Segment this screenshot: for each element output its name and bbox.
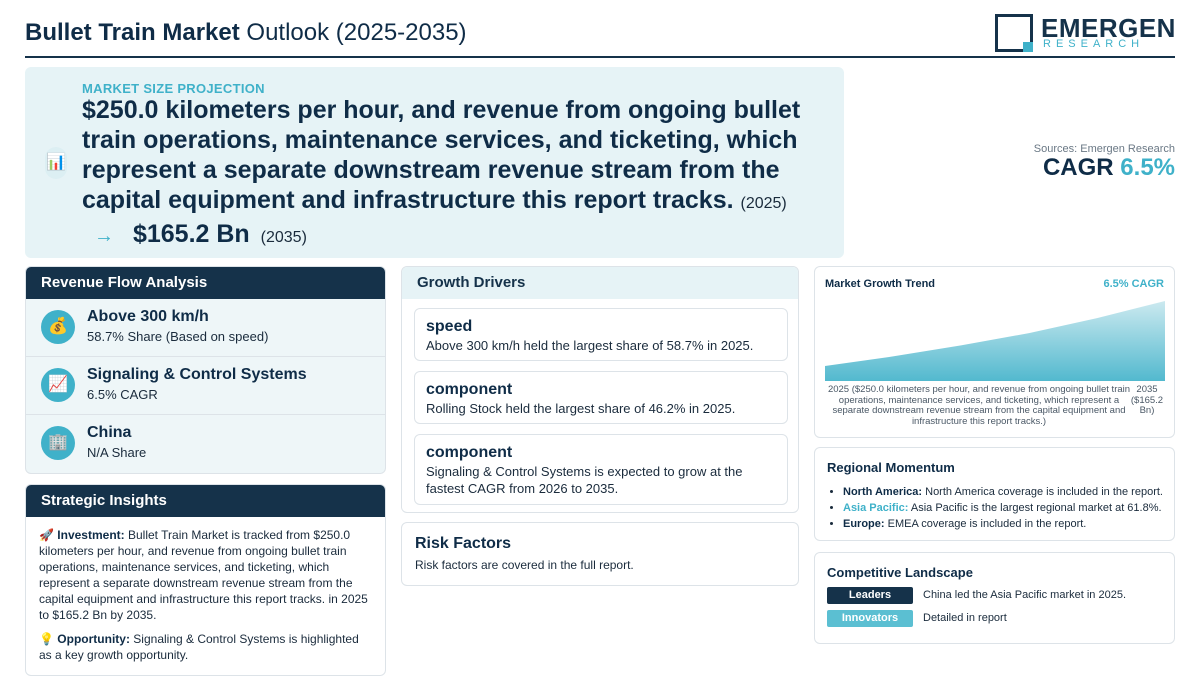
cagr-summary: CAGR 6.5%	[1043, 154, 1175, 182]
trend-end-label: 2035 ($165.2 Bn)	[1130, 384, 1164, 416]
market-size-panel: 📊 MARKET SIZE PROJECTION $250.0 kilomete…	[25, 67, 844, 258]
revenue-item-subtitle: 58.7% Share (Based on speed)	[87, 329, 269, 344]
driver-title: component	[426, 381, 513, 398]
driver-item: speed Above 300 km/h held the largest sh…	[414, 308, 788, 361]
competitive-landscape-card: Competitive Landscape Leaders China led …	[814, 552, 1175, 644]
innovators-text: Detailed in report	[923, 612, 1007, 624]
region-text: North America coverage is included in th…	[925, 486, 1163, 498]
end-year: (2035)	[260, 229, 307, 246]
title-rest: Outlook (2025-2035)	[246, 19, 467, 46]
lightbulb-icon: 💡	[39, 632, 54, 646]
region-text: EMEA coverage is included in the report.	[887, 518, 1087, 530]
revenue-item: 🏢 China N/A Share	[26, 415, 385, 473]
opportunity-text: Signaling & Control Systems is highlight…	[39, 632, 359, 662]
driver-item: component Rolling Stock held the largest…	[414, 371, 788, 424]
opportunity-label: Opportunity:	[57, 632, 130, 646]
revenue-item-subtitle: N/A Share	[87, 445, 147, 460]
region-item: Europe: EMEA coverage is included in the…	[843, 516, 1168, 532]
logo-mark-icon	[995, 14, 1033, 52]
revenue-flow-title: Revenue Flow Analysis	[26, 267, 385, 299]
region-list: North America: North America coverage is…	[843, 484, 1168, 532]
strategic-insights-card: Strategic Insights 🚀 Investment: Bullet …	[25, 484, 386, 676]
competitive-landscape-title: Competitive Landscape	[827, 565, 973, 580]
revenue-item-title: China	[87, 424, 132, 441]
region-name: North America:	[843, 486, 923, 498]
market-size-projection: $250.0 kilometers per hour, and revenue …	[82, 95, 834, 253]
growth-area-chart	[825, 301, 1165, 381]
page-header: Bullet Train Market Outlook (2025-2035) …	[25, 0, 1175, 58]
emergen-logo[interactable]: EMERGEN RESEARCH	[995, 13, 1175, 53]
regional-momentum-card: Regional Momentum North America: North A…	[814, 447, 1175, 541]
investment-label: Investment:	[57, 528, 125, 542]
driver-title: component	[426, 444, 513, 461]
logo-wordmark: EMERGEN	[1041, 13, 1176, 43]
leaders-text: China led the Asia Pacific market in 202…	[923, 589, 1127, 601]
driver-title: speed	[426, 318, 473, 335]
risk-factors-card: Risk Factors Risk factors are covered in…	[401, 522, 799, 586]
growth-drivers-card: Growth Drivers speed Above 300 km/h held…	[401, 266, 799, 513]
revenue-flow-card: Revenue Flow Analysis 💰 Above 300 km/h 5…	[25, 266, 386, 474]
region-name: Europe:	[843, 518, 885, 530]
driver-text: Signaling & Control Systems is expected …	[426, 464, 743, 496]
bar-chart-icon: 📊	[45, 147, 67, 179]
region-item: North America: North America coverage is…	[843, 484, 1168, 500]
growth-drivers-title: Growth Drivers	[402, 267, 798, 299]
innovators-badge: Innovators	[827, 610, 913, 627]
sources-note: Sources: Emergen Research	[1033, 143, 1175, 155]
region-text: Asia Pacific is the largest regional mar…	[910, 502, 1162, 514]
revenue-item: 📈 Signaling & Control Systems 6.5% CAGR	[26, 357, 385, 415]
revenue-item-title: Above 300 km/h	[87, 308, 209, 325]
revenue-item-title: Signaling & Control Systems	[87, 366, 307, 383]
risk-factors-text: Risk factors are covered in the full rep…	[415, 558, 634, 572]
region-name: Asia Pacific:	[843, 502, 909, 514]
market-growth-trend-card: Market Growth Trend 6.5% CAGR 2025 ($250…	[814, 266, 1175, 438]
opportunity-insight: 💡 Opportunity: Signaling & Control Syste…	[26, 631, 385, 663]
driver-item: component Signaling & Control Systems is…	[414, 434, 788, 505]
trend-chart-icon: 📈	[41, 368, 75, 402]
end-value: $165.2 Bn	[132, 220, 250, 248]
region-item: Asia Pacific: Asia Pacific is the larges…	[843, 500, 1168, 516]
revenue-item-subtitle: 6.5% CAGR	[87, 387, 158, 402]
driver-text: Rolling Stock held the largest share of …	[426, 401, 736, 416]
market-size-kicker: MARKET SIZE PROJECTION	[82, 81, 265, 96]
revenue-item: 💰 Above 300 km/h 58.7% Share (Based on s…	[26, 299, 385, 357]
strategic-insights-title: Strategic Insights	[26, 485, 385, 517]
title-bold: Bullet Train Market	[25, 19, 240, 46]
start-value: $250.0 kilometers per hour, and revenue …	[82, 96, 801, 214]
investment-insight: 🚀 Investment: Bullet Train Market is tra…	[26, 527, 385, 623]
leaders-badge: Leaders	[827, 587, 913, 604]
regional-momentum-title: Regional Momentum	[827, 460, 955, 475]
investment-text: Bullet Train Market is tracked from $250…	[39, 528, 368, 622]
start-year: (2025)	[740, 195, 787, 212]
arrow-right-icon: →	[94, 225, 114, 247]
money-bag-icon: 💰	[41, 310, 75, 344]
rocket-icon: 🚀	[39, 528, 54, 542]
trend-cagr: 6.5% CAGR	[1103, 278, 1164, 290]
risk-factors-title: Risk Factors	[415, 535, 512, 552]
trend-start-label: 2025 ($250.0 kilometers per hour, and re…	[827, 384, 1131, 427]
page-title: Bullet Train Market Outlook (2025-2035)	[25, 19, 467, 47]
driver-text: Above 300 km/h held the largest share of…	[426, 338, 754, 353]
building-icon: 🏢	[41, 426, 75, 460]
trend-area-series	[825, 301, 1165, 381]
cagr-label: CAGR	[1042, 154, 1114, 181]
trend-title: Market Growth Trend	[825, 278, 936, 290]
logo-subtitle: RESEARCH	[1043, 38, 1145, 50]
cagr-value: 6.5%	[1120, 154, 1175, 181]
